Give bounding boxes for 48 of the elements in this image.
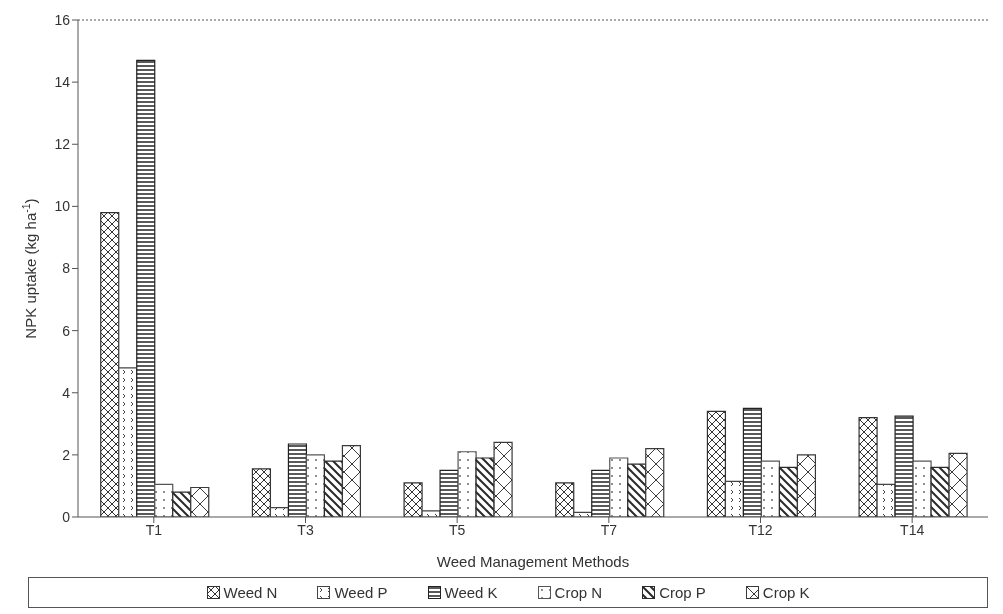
bar bbox=[876, 483, 896, 517]
bar bbox=[858, 417, 878, 517]
x-tick-label: T1 bbox=[145, 521, 163, 538]
bar bbox=[591, 469, 611, 517]
bar bbox=[475, 457, 495, 517]
y-tick-label: 6 bbox=[62, 322, 71, 339]
x-tick-label: T7 bbox=[600, 521, 618, 538]
y-tick-label: 4 bbox=[62, 384, 71, 401]
bar bbox=[136, 59, 156, 517]
legend-label: Crop N bbox=[553, 584, 603, 601]
bar bbox=[403, 482, 423, 517]
y-tick-label: 0 bbox=[62, 508, 71, 525]
bar bbox=[555, 482, 575, 517]
bar bbox=[778, 466, 799, 517]
bar bbox=[796, 454, 817, 517]
bar bbox=[118, 367, 138, 517]
bar bbox=[100, 211, 120, 517]
x-tick-label: T5 bbox=[448, 521, 466, 538]
bar bbox=[706, 410, 727, 517]
bar bbox=[341, 444, 362, 517]
bar bbox=[251, 468, 272, 517]
y-tick-label: 8 bbox=[62, 260, 71, 277]
legend-label: Crop K bbox=[761, 584, 810, 601]
bar bbox=[190, 486, 210, 517]
bar bbox=[627, 463, 647, 517]
bar bbox=[724, 480, 745, 517]
bar bbox=[948, 452, 968, 517]
bar bbox=[287, 443, 308, 517]
legend-label: Weed P bbox=[333, 584, 388, 601]
legend-label: Weed N bbox=[222, 584, 278, 601]
y-tick-label: 10 bbox=[54, 198, 71, 215]
legend-label: Crop P bbox=[658, 584, 706, 601]
x-axis-title: Weed Management Methods bbox=[436, 553, 630, 570]
x-tick-label: T3 bbox=[297, 521, 314, 538]
y-tick-label: 16 bbox=[54, 11, 71, 28]
x-tick-label: T14 bbox=[900, 521, 925, 538]
bar bbox=[493, 441, 513, 517]
bar bbox=[742, 407, 763, 517]
y-tick-label: 14 bbox=[54, 74, 71, 91]
bar bbox=[894, 415, 914, 517]
x-tick-label: T12 bbox=[748, 521, 773, 538]
bar bbox=[439, 469, 459, 517]
legend-label: Weed K bbox=[443, 584, 498, 601]
y-tick-label: 12 bbox=[54, 136, 71, 153]
bar bbox=[645, 448, 665, 517]
bar bbox=[930, 466, 950, 517]
bar bbox=[323, 460, 344, 517]
y-tick-label: 2 bbox=[62, 446, 71, 463]
